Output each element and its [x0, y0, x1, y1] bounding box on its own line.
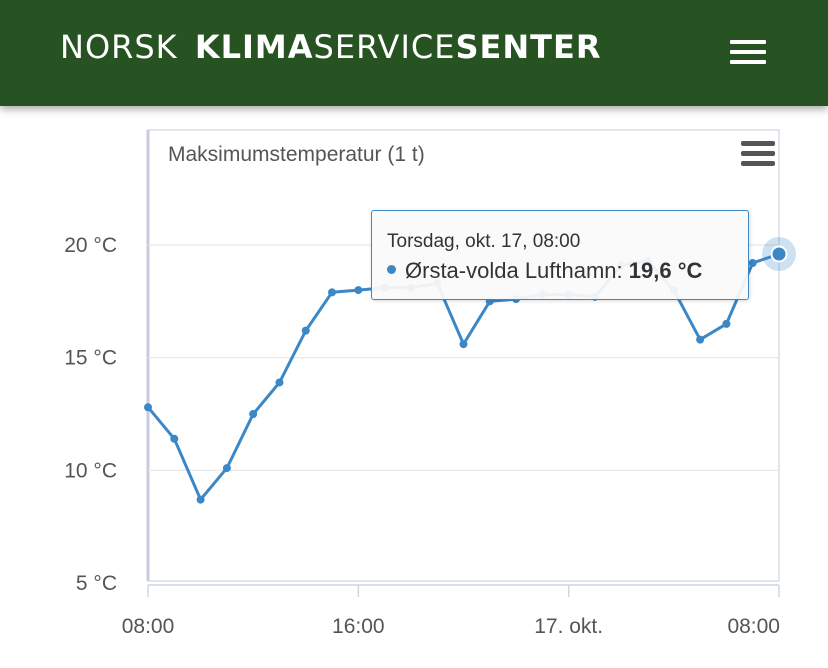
brand-word-service: SERVICE: [313, 28, 456, 66]
y-tick-label: 20 °C: [64, 234, 117, 257]
data-point[interactable]: [170, 434, 179, 443]
y-tick-label: 10 °C: [64, 459, 117, 482]
data-point[interactable]: [696, 335, 705, 344]
hovered-data-point[interactable]: [770, 245, 788, 263]
y-tick-label: 15 °C: [64, 347, 117, 370]
data-point[interactable]: [196, 495, 205, 504]
y-axis-labels: 5 °C 10 °C 15 °C 20 °C: [64, 234, 117, 595]
plot-frame: [147, 129, 780, 582]
data-point[interactable]: [354, 286, 363, 295]
brand-word-norsk: NORSK: [60, 28, 178, 66]
data-point[interactable]: [144, 403, 152, 412]
x-tick-label: 17. okt.: [534, 615, 603, 638]
chart-title: Maksimumstemperatur (1 t): [168, 143, 425, 166]
site-logo[interactable]: NORSK KLIMASERVICESENTER: [60, 28, 601, 66]
tooltip-series-dot: [387, 265, 396, 274]
chart-tooltip: Torsdag, okt. 17, 08:00 Ørsta-volda Luft…: [371, 210, 749, 300]
data-point[interactable]: [249, 410, 258, 418]
x-axis: 08:00 16:00 17. okt. 08:00: [122, 584, 780, 638]
tooltip-date: Torsdag, okt. 17, 08:00: [387, 231, 581, 252]
brand-word-klima: KLIMA: [194, 28, 314, 66]
hamburger-menu-icon[interactable]: [726, 38, 768, 66]
x-tick-label: 16:00: [332, 615, 385, 638]
data-point[interactable]: [722, 319, 731, 328]
top-navigation-bar: NORSK KLIMASERVICESENTER: [0, 0, 828, 106]
tooltip-series-line: Ørsta-volda Lufthamn: 19,6 °C: [387, 258, 702, 284]
brand-word-senter: SENTER: [455, 28, 602, 66]
data-point[interactable]: [328, 288, 337, 297]
data-point[interactable]: [222, 464, 231, 473]
chart-context-menu-icon[interactable]: [741, 141, 775, 166]
data-point[interactable]: [301, 326, 310, 335]
y-tick-label: 5 °C: [76, 572, 117, 595]
temperature-chart: 5 °C10 °C15 °C20 °C 08:00 16:00 17. okt. 08…: [64, 129, 796, 638]
chart-container: 5 °C 10 °C 15 °C 20 °C 08:00 16:00 17. okt. 08…: [0, 106, 828, 668]
x-tick-label: 08:00: [122, 615, 175, 638]
data-point[interactable]: [459, 340, 468, 349]
tooltip-series-name: Ørsta-volda Lufthamn:: [405, 258, 623, 283]
data-point[interactable]: [275, 378, 284, 387]
x-tick-label: 08:00: [727, 615, 780, 638]
data-point[interactable]: [748, 259, 757, 268]
tooltip-value: 19,6 °C: [628, 258, 703, 283]
